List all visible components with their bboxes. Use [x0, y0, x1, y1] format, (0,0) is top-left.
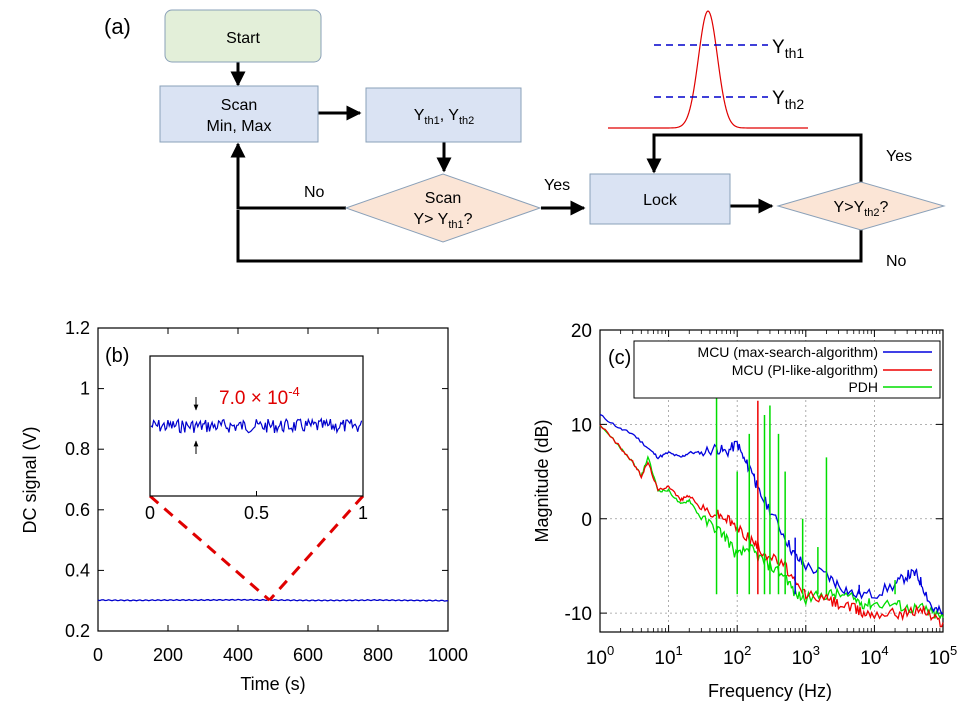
- start-box: [164, 9, 322, 63]
- threshold-box: [365, 87, 522, 143]
- c-xtick-label: 101: [654, 643, 682, 669]
- decision-diamond-1: [344, 173, 542, 243]
- b-xtick-label: 400: [223, 645, 253, 665]
- lock-box: [589, 173, 731, 225]
- decision-1-line1: Scan: [425, 190, 461, 207]
- label-yes-mid: Yes: [544, 177, 570, 194]
- c-xtick-label: 103: [792, 643, 820, 669]
- panel-b-xlabel: Time (s): [240, 674, 305, 694]
- decision-diamond-2: [776, 181, 946, 231]
- panel-c-ticks: 100 101 102 103 104 105 -10 0 10 20: [565, 321, 958, 669]
- panel-c: 100 101 102 103 104 105 -10 0 10 20 (c) Frequency…: [532, 321, 957, 701]
- panel-b-ticks: 0 200 400 600 800 1000 0.2 0.4 0.6 0.8 1 1.2: [65, 318, 468, 665]
- label-yes-right: Yes: [886, 148, 912, 165]
- zoom-line-right: [268, 494, 365, 602]
- scan-box: [159, 85, 319, 143]
- b-ytick-label: 1.2: [65, 318, 90, 338]
- decision-2-label: Y>Yth2?: [834, 199, 889, 219]
- c-xtick-label: 100: [586, 643, 614, 669]
- arrow-no-loop: [230, 142, 346, 210]
- legend-label-1: MCU (PI-like-algorithm): [732, 362, 878, 378]
- panel-a-label: (a): [104, 14, 131, 39]
- c-ytick-label: 10: [571, 415, 592, 436]
- panel-c-series: [599, 367, 944, 628]
- threshold-1-label: Yth1: [772, 37, 804, 61]
- b-xtick-label: 600: [293, 645, 323, 665]
- scan-label-line2: Min, Max: [207, 118, 272, 135]
- panel-c-ylabel: Magnitude (dB): [532, 419, 552, 542]
- arrow-no-return: [236, 210, 863, 263]
- inset-xtick-label: 0: [145, 503, 155, 523]
- arrow-yes-loop: [646, 133, 863, 182]
- scan-label-line1: Scan: [221, 97, 257, 114]
- peak-curve: [608, 10, 808, 129]
- c-xtick-label: 105: [929, 643, 957, 669]
- b-ytick-label: 1: [80, 379, 90, 399]
- b-xtick-label: 0: [93, 645, 103, 665]
- panel-b-frame: [97, 327, 449, 632]
- start-label: Start: [226, 30, 260, 47]
- b-ytick-label: 0.8: [65, 439, 90, 459]
- b-xtick-label: 1000: [428, 645, 468, 665]
- panel-b-series: [97, 598, 449, 602]
- b-ytick-label: 0.6: [65, 500, 90, 520]
- zoom-line-left: [149, 494, 271, 602]
- legend-label-0: MCU (max-search-algorithm): [698, 344, 878, 360]
- threshold-2-label: Yth2: [772, 88, 804, 112]
- flowchart-panel: (a) Start Scan Min, Max Yth1, Yth2 Scan …: [104, 9, 946, 270]
- b-xtick-label: 800: [363, 645, 393, 665]
- legend-label-2: PDH: [848, 379, 878, 395]
- c-xtick-label: 102: [723, 643, 751, 669]
- label-no-right: No: [886, 253, 907, 270]
- threshold-label: Yth1, Yth2: [414, 107, 475, 127]
- c-ytick-label: 0: [581, 510, 592, 531]
- c-xtick-label: 104: [860, 643, 888, 669]
- inset-xtick-label: 0.5: [244, 503, 269, 523]
- panel-b-ylabel: DC signal (V): [20, 426, 40, 533]
- decision-1-line2: Y> Yth1?: [413, 211, 472, 231]
- panel-c-xlabel: Frequency (Hz): [708, 681, 832, 701]
- panel-c-frame: [599, 329, 944, 633]
- inset-xtick-label: 1: [358, 503, 368, 523]
- inset-ticks: 0 0.5 1: [145, 491, 368, 523]
- c-ytick-label: -10: [565, 604, 592, 625]
- panel-c-label: (c): [608, 347, 631, 369]
- c-series-line-0: [599, 413, 944, 615]
- inset-series: [150, 417, 363, 435]
- b-ytick-label: 0.2: [65, 621, 90, 641]
- b-xtick-label: 200: [153, 645, 183, 665]
- panel-b: 0 200 400 600 800 1000 0.2 0.4 0.6 0.8 1 1.2 (b) Ti…: [20, 318, 468, 694]
- panel-b-label: (b): [105, 345, 129, 367]
- peak-sketch: Yth1 Yth2: [608, 10, 808, 129]
- c-series-line-1: [599, 424, 944, 628]
- lock-label: Lock: [643, 192, 678, 209]
- b-ytick-label: 0.4: [65, 560, 90, 580]
- inset-annotation: 7.0 × 10-4: [219, 384, 300, 409]
- c-ytick-label: 20: [571, 321, 592, 342]
- flow-connectors: [230, 62, 863, 263]
- label-no-left: No: [304, 184, 325, 201]
